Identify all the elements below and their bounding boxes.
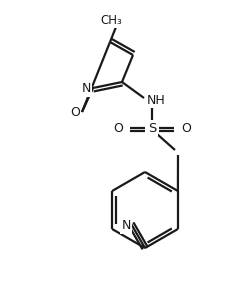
Text: O: O — [180, 122, 190, 135]
Text: S: S — [147, 122, 155, 135]
Text: NH: NH — [146, 94, 165, 106]
Text: CH₃: CH₃ — [100, 14, 121, 27]
Text: O: O — [70, 106, 80, 119]
Text: N: N — [81, 83, 90, 96]
Text: O: O — [113, 122, 122, 135]
Text: N: N — [121, 219, 130, 232]
